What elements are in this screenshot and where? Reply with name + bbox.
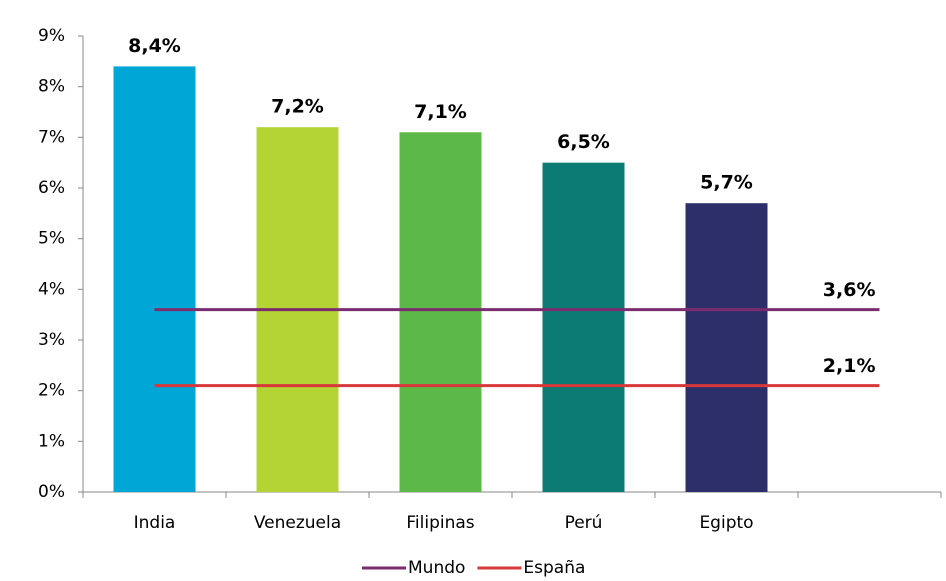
y-tick-label: 7%: [38, 127, 65, 147]
x-tick-label: Filipinas: [406, 513, 474, 533]
value-label: 7,1%: [414, 101, 467, 123]
x-tick-label: Egipto: [699, 513, 753, 533]
value-label: 7,2%: [271, 96, 324, 118]
bar: [542, 162, 625, 492]
y-tick-label: 3%: [38, 330, 65, 350]
y-tick-label: 5%: [38, 229, 65, 249]
y-tick-label: 1%: [38, 431, 65, 451]
y-tick-label: 8%: [38, 77, 65, 97]
bar: [399, 132, 482, 492]
bar: [685, 203, 768, 492]
bar: [113, 66, 196, 493]
x-tick-label: India: [134, 513, 176, 533]
y-tick-label: 9%: [38, 26, 65, 46]
value-label: 8,4%: [128, 35, 181, 57]
legend-label: Mundo: [408, 558, 465, 578]
y-tick-label: 6%: [38, 178, 65, 198]
y-tick-label: 4%: [38, 279, 65, 299]
reference-label: 3,6%: [823, 279, 876, 301]
value-label: 6,5%: [557, 131, 610, 153]
value-label: 5,7%: [700, 172, 753, 194]
reference-label: 2,1%: [823, 355, 876, 377]
x-tick-label: Perú: [565, 513, 603, 533]
y-tick-label: 2%: [38, 381, 65, 401]
legend-label: España: [523, 558, 585, 578]
x-tick-label: Venezuela: [254, 513, 341, 533]
y-tick-label: 0%: [38, 482, 65, 502]
